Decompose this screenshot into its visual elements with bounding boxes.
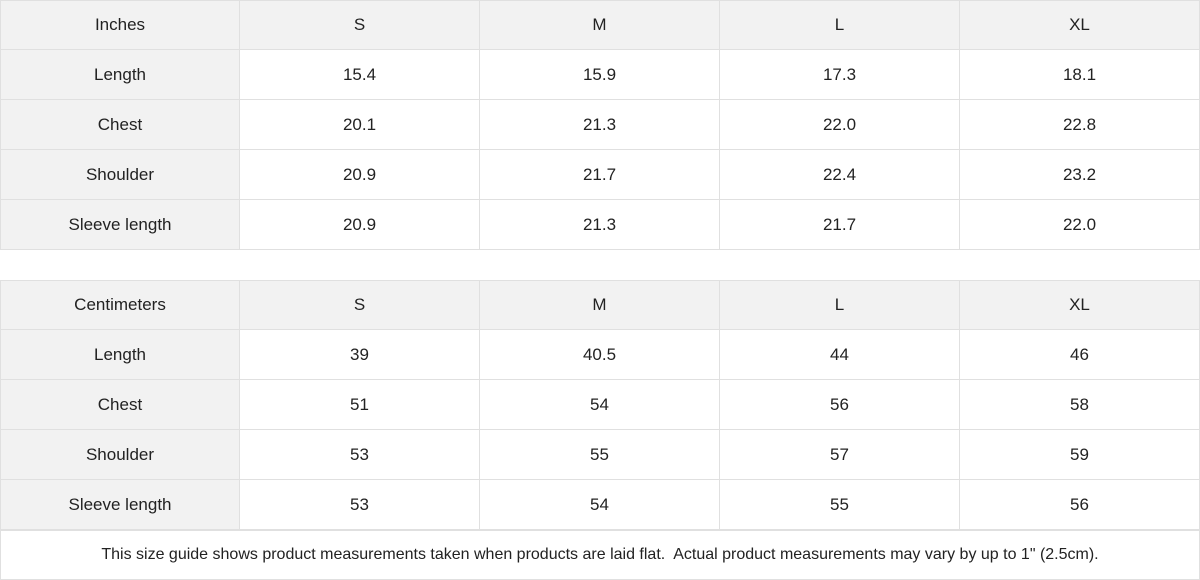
cell: 21.7 [720,200,960,250]
row-label: Chest [0,100,240,150]
cell: 17.3 [720,50,960,100]
cell: 44 [720,330,960,380]
cell: 54 [480,480,720,530]
cell: 57 [720,430,960,480]
row-label: Shoulder [0,430,240,480]
row-label: Shoulder [0,150,240,200]
cell: 56 [960,480,1200,530]
cell: 15.9 [480,50,720,100]
cell: 39 [240,330,480,380]
header-cell: L [720,0,960,50]
row-label: Sleeve length [0,480,240,530]
cell: 20.9 [240,200,480,250]
cell: 22.8 [960,100,1200,150]
header-cell: M [480,0,720,50]
cell: 15.4 [240,50,480,100]
header-cell: XL [960,280,1200,330]
cell: 56 [720,380,960,430]
cell: 58 [960,380,1200,430]
cell: 22.0 [720,100,960,150]
row-label: Chest [0,380,240,430]
cell: 46 [960,330,1200,380]
cell: 51 [240,380,480,430]
header-cell: S [240,280,480,330]
cell: 22.4 [720,150,960,200]
cell: 18.1 [960,50,1200,100]
cell: 21.7 [480,150,720,200]
cell: 55 [480,430,720,480]
cell: 21.3 [480,100,720,150]
cell: 55 [720,480,960,530]
header-cell: XL [960,0,1200,50]
row-label: Length [0,330,240,380]
cell: 23.2 [960,150,1200,200]
header-cell: S [240,0,480,50]
cell: 54 [480,380,720,430]
header-cell: L [720,280,960,330]
note: This size guide shows product measuremen… [0,530,1200,580]
cell: 53 [240,430,480,480]
cell: 21.3 [480,200,720,250]
header-cell: Inches [0,0,240,50]
row-label: Length [0,50,240,100]
cell: 59 [960,430,1200,480]
cell: 40.5 [480,330,720,380]
row-label: Sleeve length [0,200,240,250]
cell: 20.9 [240,150,480,200]
cell: 53 [240,480,480,530]
cell: 20.1 [240,100,480,150]
header-cell: Centimeters [0,280,240,330]
header-cell: M [480,280,720,330]
cell: 22.0 [960,200,1200,250]
